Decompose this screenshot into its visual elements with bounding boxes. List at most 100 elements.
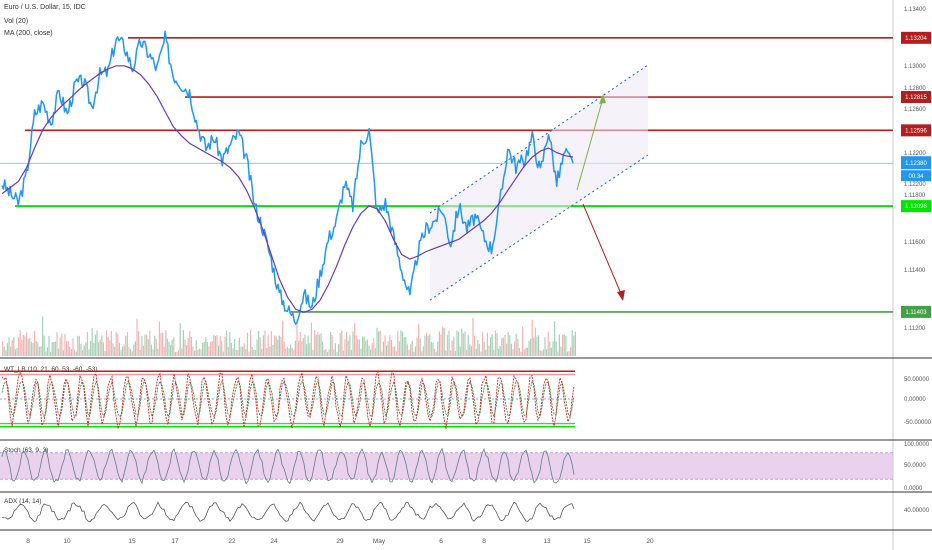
volume-bar — [536, 336, 538, 356]
volume-bar — [170, 345, 172, 356]
volume-bar — [296, 319, 298, 356]
volume-bar — [254, 350, 256, 356]
volume-bar — [510, 343, 512, 356]
volume-bar — [232, 348, 234, 356]
volume-bar — [93, 342, 95, 356]
volume-bar — [302, 338, 304, 356]
volume-bar — [453, 336, 455, 356]
volume-bar — [82, 350, 84, 356]
volume-bar — [154, 335, 156, 356]
volume-bar — [62, 350, 64, 356]
volume-bar — [10, 346, 12, 356]
volume-bar — [466, 349, 468, 356]
volume-bar — [26, 332, 28, 356]
volume-bar — [546, 349, 548, 356]
volume-bar — [344, 339, 346, 356]
volume-bar — [190, 337, 192, 356]
volume-bar — [403, 337, 405, 356]
volume-bar — [114, 346, 116, 356]
volume-bar — [523, 349, 525, 356]
countdown-label: 00:34 — [908, 174, 924, 180]
stoch-tick-label: 100.0000 — [904, 442, 930, 448]
volume-bar — [189, 331, 191, 356]
volume-bar — [366, 339, 368, 356]
volume-bar — [504, 335, 506, 356]
volume-bar — [397, 330, 399, 356]
volume-bar — [363, 336, 365, 356]
volume-bar — [390, 340, 392, 356]
volume-bar — [405, 337, 407, 356]
price-tick-label: 1.12600 — [904, 107, 926, 113]
volume-bar — [384, 335, 386, 356]
volume-bar — [243, 343, 245, 356]
volume-bar — [227, 347, 229, 356]
level-price-label: 1.11403 — [905, 310, 927, 316]
volume-bar — [222, 351, 224, 356]
volume-bar — [280, 336, 282, 356]
arrow-down-head — [617, 290, 625, 301]
volume-bar — [314, 330, 316, 356]
volume-bar — [206, 341, 208, 356]
volume-bar — [251, 347, 253, 356]
volume-bar — [395, 351, 397, 356]
volume-bar — [562, 334, 564, 356]
volume-bar — [160, 333, 162, 356]
volume-bar — [138, 331, 140, 356]
volume-bar — [139, 350, 141, 356]
volume-bar — [334, 343, 336, 356]
volume-bar — [58, 348, 60, 356]
volume-bar — [240, 346, 242, 356]
volume-bar — [454, 351, 456, 356]
volume-bar — [205, 337, 207, 356]
volume-bar — [554, 321, 556, 356]
volume-bar — [162, 332, 164, 356]
volume-bar — [378, 331, 380, 356]
volume-bar — [174, 352, 176, 356]
channel-lower — [429, 154, 649, 301]
volume-bar — [131, 351, 133, 356]
volume-bar — [459, 346, 461, 356]
volume-bar — [355, 335, 357, 356]
volume-bar — [202, 342, 204, 356]
volume-bar — [309, 343, 311, 356]
volume-bar — [107, 337, 109, 356]
arrow-up-head — [599, 94, 606, 104]
volume-bar — [42, 316, 44, 356]
volume-bar — [2, 341, 4, 356]
volume-bar — [520, 351, 522, 356]
volume-bar — [50, 351, 52, 356]
volume-bar — [123, 344, 125, 356]
volume-bar — [272, 345, 274, 356]
volume-bar — [350, 349, 352, 356]
volume-bar — [198, 348, 200, 356]
volume-bar — [178, 350, 180, 356]
time-tick-label: May — [373, 538, 386, 545]
volume-bar — [342, 350, 344, 356]
volume-bar — [549, 341, 551, 356]
volume-bar — [99, 339, 101, 356]
volume-bar — [104, 350, 106, 356]
volume-bar — [248, 351, 250, 356]
level-price-label: 1.12098 — [905, 204, 927, 210]
volume-bar — [282, 320, 284, 356]
volume-bar — [122, 346, 124, 356]
volume-bar — [277, 339, 279, 356]
volume-bar — [381, 351, 383, 356]
volume-bar — [38, 346, 40, 356]
volume-bar — [462, 333, 464, 356]
symbol-title: Euro / U.S. Dollar, 15, IDC — [4, 4, 86, 11]
volume-bar — [181, 348, 183, 356]
volume-bar — [310, 322, 312, 356]
volume-bar — [357, 339, 359, 356]
volume-bar — [320, 333, 322, 356]
volume-bar — [213, 334, 215, 356]
price-tick-label: 1.13000 — [904, 64, 926, 70]
volume-bar — [294, 340, 296, 356]
volume-bar — [306, 344, 308, 356]
volume-bar — [461, 328, 463, 356]
adx-tick-label: 40.00000 — [904, 508, 930, 514]
volume-bar — [408, 349, 410, 356]
volume-bar — [437, 341, 439, 356]
arrow-down — [582, 203, 623, 297]
